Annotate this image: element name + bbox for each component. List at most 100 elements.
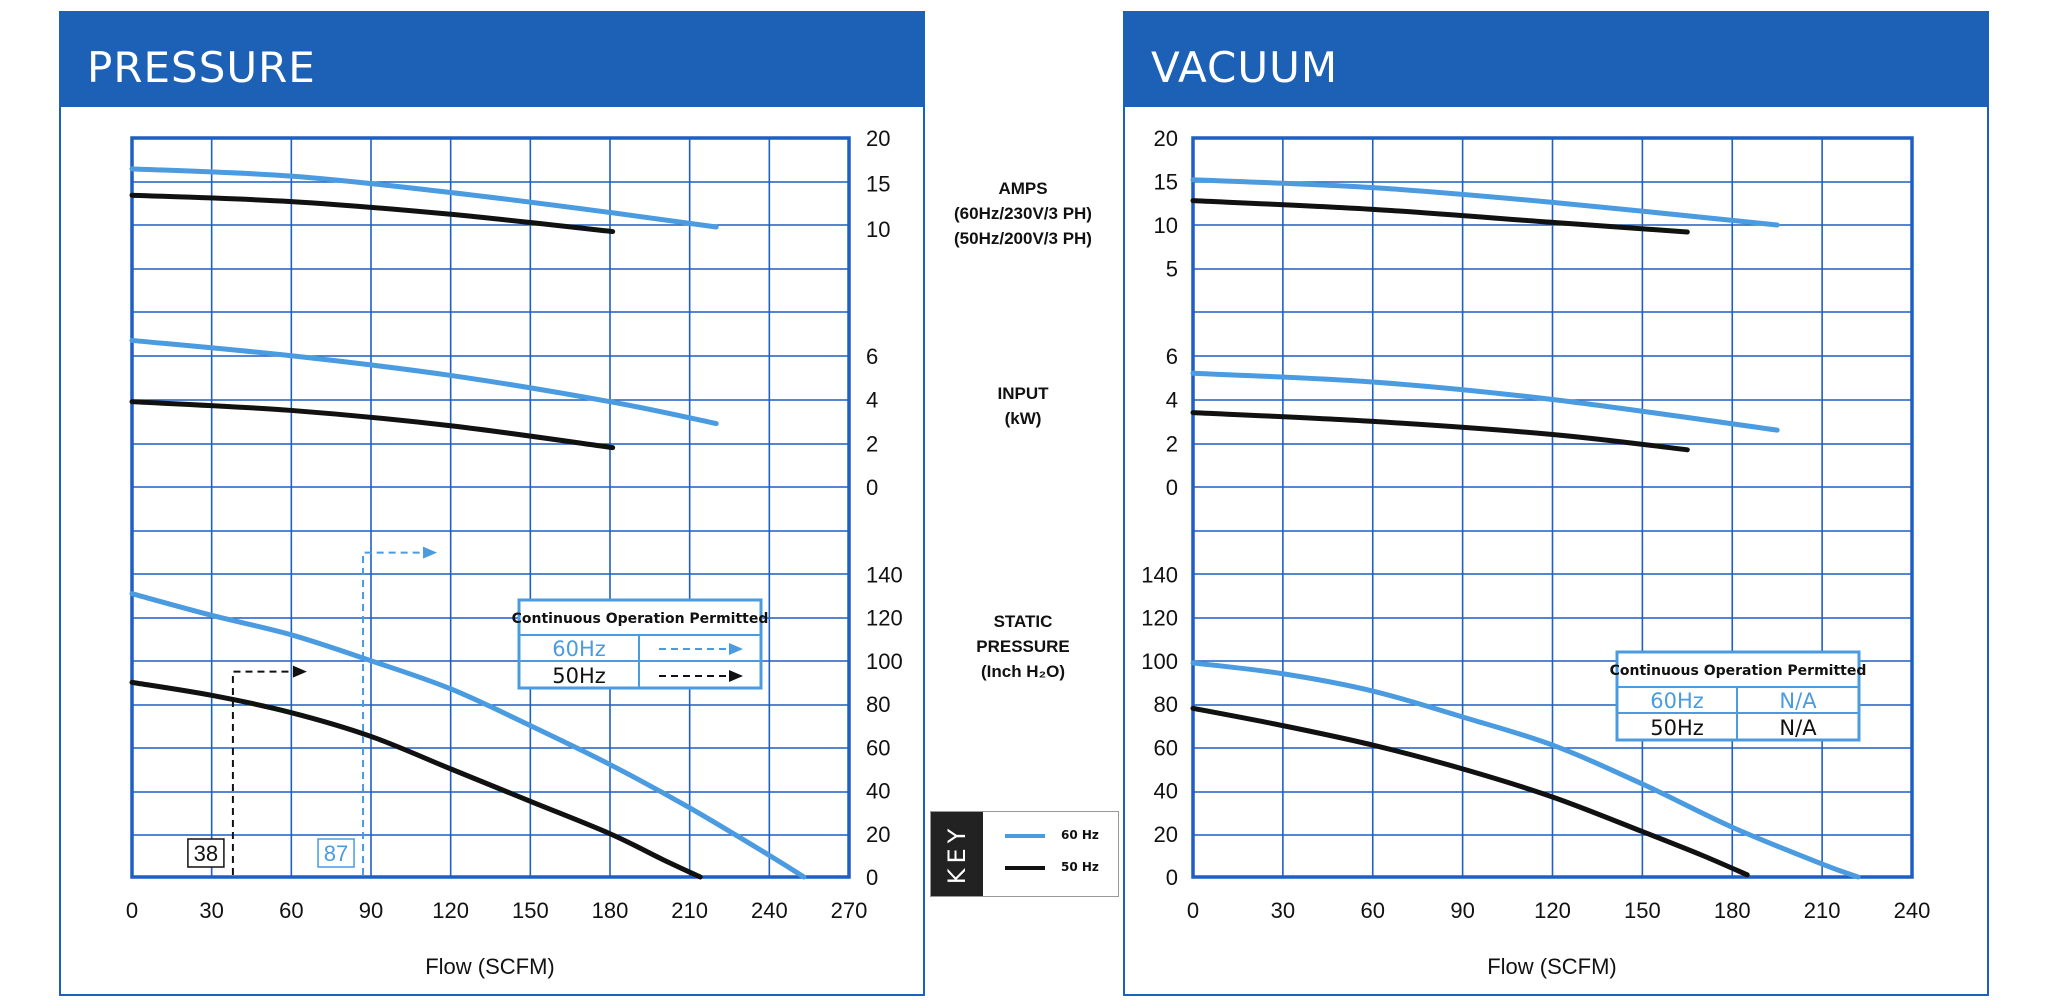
pressure-marker-dashed-line [231, 670, 298, 875]
vacuum-input-y-tick-label: 2 [1166, 431, 1178, 456]
static-pressure-label: STATIC PRESSURE (Inch H₂O) [913, 609, 1133, 684]
vacuum-x-tick-label: 180 [1714, 898, 1751, 923]
vacuum-input-50hz-line [1190, 410, 1690, 453]
pressure-x-tick-label: 120 [432, 898, 469, 923]
pressure-static-y-tick-label: 0 [866, 865, 878, 890]
pressure-amps-y-tick-label: 15 [866, 171, 890, 196]
key-legend: KEY 60 Hz 50 Hz [930, 811, 1119, 897]
vacuum-input-y-tick-label: 6 [1166, 344, 1178, 369]
pressure-x-tick-label: 150 [512, 898, 549, 923]
vacuum-plot-frame [1191, 136, 1914, 879]
vacuum-input-60hz-line [1190, 370, 1780, 433]
input-label: INPUT (kW) [913, 381, 1133, 431]
pressure-x-tick-label: 60 [279, 898, 303, 923]
pressure-marker-87 [317, 546, 438, 875]
pressure-input-y-tick-label: 4 [866, 388, 878, 413]
static-label-line1: STATIC [993, 612, 1053, 631]
vacuum-static-y-tick-label: 120 [1141, 606, 1178, 631]
pressure-static-y-tick-label: 120 [866, 606, 903, 631]
amps-label: AMPS (60Hz/230V/3 PH) (50Hz/200V/3 PH) [913, 176, 1133, 251]
pressure-amps-50hz-line [129, 192, 616, 235]
pressure-marker-label: 87 [324, 841, 348, 866]
vacuum-x-tick-label: 150 [1624, 898, 1661, 923]
pressure-table-title: Continuous Operation Permitted [512, 611, 769, 627]
input-label-title: INPUT [997, 384, 1049, 403]
amps-label-60hz: (60Hz/230V/3 PH) [954, 204, 1092, 223]
vacuum-static-y-tick-label: 40 [1154, 779, 1178, 804]
vacuum-input-y-tick-label: 0 [1166, 475, 1178, 500]
pressure-marker-label: 38 [194, 841, 218, 866]
vacuum-static-y-tick-label: 80 [1154, 692, 1178, 717]
pressure-input-y-tick-label: 6 [866, 344, 878, 369]
pressure-x-tick-label: 90 [359, 898, 383, 923]
pressure-marker-arrowhead [423, 546, 438, 559]
vacuum-x-tick-label: 210 [1804, 898, 1841, 923]
pressure-static-y-tick-label: 100 [866, 649, 903, 674]
pressure-table-row-arrowhead [729, 643, 743, 655]
pressure-static-50hz-line [129, 679, 703, 880]
vacuum-amps-60hz-line [1190, 177, 1780, 228]
amps-label-title: AMPS [998, 179, 1048, 198]
pressure-static-60hz-line [129, 591, 807, 880]
pressure-x-tick-label: 30 [199, 898, 223, 923]
pressure-marker-box [187, 838, 225, 868]
pressure-table-row-label: 60Hz [552, 637, 606, 661]
pressure-marker-box [317, 838, 355, 868]
vacuum-table-row-value: N/A [1779, 689, 1817, 713]
vacuum-x-tick-label: 240 [1894, 898, 1931, 923]
pressure-static-y-tick-label: 40 [866, 779, 890, 804]
pressure-input-60hz-line [129, 337, 719, 427]
vacuum-title: VACUUM [1151, 43, 1339, 92]
pressure-x-axis-label: Flow (SCFM) [425, 954, 555, 979]
vacuum-x-tick-label: 120 [1534, 898, 1571, 923]
pressure-title: PRESSURE [87, 43, 316, 92]
vacuum-panel: VACUUM [1123, 11, 1989, 996]
pressure-header: PRESSURE [61, 13, 923, 107]
pressure-amps-y-tick-label: 20 [866, 126, 890, 151]
pressure-x-tick-label: 210 [671, 898, 708, 923]
vacuum-amps-y-tick-label: 5 [1166, 257, 1178, 282]
vacuum-x-tick-label: 60 [1361, 898, 1385, 923]
vacuum-continuous-operation-table [1615, 650, 1861, 742]
pressure-x-tick-label: 180 [592, 898, 629, 923]
vacuum-amps-y-tick-label: 20 [1154, 126, 1178, 151]
vacuum-static-60hz-line [1190, 660, 1861, 880]
key-line-60hz [1005, 834, 1045, 838]
vacuum-static-50hz-line [1190, 705, 1750, 878]
vacuum-table-row-value: N/A [1779, 716, 1817, 740]
vacuum-table-title: Continuous Operation Permitted [1610, 663, 1867, 679]
static-label-unit: (Inch H₂O) [980, 662, 1066, 681]
pressure-input-y-tick-label: 0 [866, 475, 878, 500]
pressure-input-y-tick-label: 2 [866, 431, 878, 456]
vacuum-amps-y-tick-label: 10 [1154, 213, 1178, 238]
vacuum-amps-y-tick-label: 15 [1154, 170, 1178, 195]
pressure-marker-arrowhead [292, 665, 307, 678]
vacuum-x-tick-label: 30 [1271, 898, 1295, 923]
pressure-static-y-tick-label: 140 [866, 562, 903, 587]
pressure-panel: PRESSURE [59, 11, 925, 996]
key-tag: KEY [931, 812, 983, 896]
input-label-unit: (kW) [1004, 409, 1042, 428]
vacuum-table-row-label: 50Hz [1650, 716, 1704, 740]
pressure-amps-60hz-line [129, 166, 719, 230]
amps-label-50hz: (50Hz/200V/3 PH) [954, 229, 1092, 248]
pressure-plot-frame [130, 136, 851, 879]
vacuum-x-axis-label: Flow (SCFM) [1487, 954, 1617, 979]
vacuum-static-y-tick-label: 20 [1154, 822, 1178, 847]
vacuum-amps-50hz-line [1190, 198, 1690, 235]
pressure-continuous-operation-table [517, 598, 763, 690]
pressure-input-50hz-line [129, 399, 616, 451]
pressure-static-y-tick-label: 80 [866, 692, 890, 717]
static-label-line2: PRESSURE [976, 637, 1070, 656]
pressure-marker-dashed-line [362, 551, 429, 875]
vacuum-header: VACUUM [1125, 13, 1987, 107]
pressure-x-tick-label: 0 [126, 898, 138, 923]
vacuum-x-tick-label: 90 [1450, 898, 1474, 923]
pressure-amps-y-tick-label: 10 [866, 217, 890, 242]
vacuum-static-y-tick-label: 140 [1141, 562, 1178, 587]
pressure-marker-38 [187, 665, 307, 875]
key-label-60hz: 60 Hz [1061, 828, 1099, 842]
key-tag-text: KEY [943, 823, 971, 885]
vacuum-static-y-tick-label: 100 [1141, 649, 1178, 674]
